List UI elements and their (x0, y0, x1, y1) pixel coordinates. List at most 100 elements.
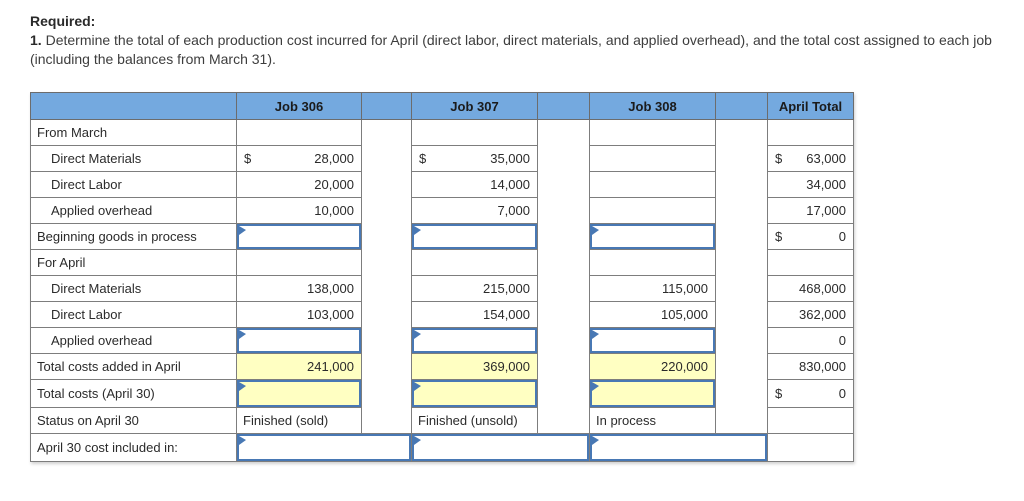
input-total-costs-job307[interactable] (412, 380, 537, 407)
empty-cell (589, 119, 716, 146)
spacer-cell (362, 224, 412, 250)
column-header-job-308: Job 308 (589, 92, 716, 120)
spacer-cell (538, 146, 590, 172)
row-label-beginning-gip: Beginning goods in process (30, 223, 237, 250)
row-for-april: For April (30, 249, 854, 276)
row-march-applied-overhead: Applied overhead 10,000 7,000 17,000 (30, 197, 854, 224)
spacer-cell (362, 172, 412, 198)
row-total-costs-added: Total costs added in April 241,000 369,0… (30, 353, 854, 380)
empty-cell (411, 249, 538, 276)
cell-april-dl-total: 362,000 (767, 301, 854, 328)
cell-march-dl-job306: 20,000 (236, 171, 362, 198)
cell-total-costs-job308 (589, 379, 716, 408)
row-march-direct-materials: Direct Materials $28,000 $35,000 $63,000 (30, 145, 854, 172)
cell-april-dl-job307: 154,000 (411, 301, 538, 328)
spacer-cell (362, 328, 412, 354)
cell-total-added-job308: 220,000 (589, 353, 716, 380)
cell-status-total (767, 407, 854, 434)
cell-value: 0 (838, 386, 846, 401)
cell-value: 35,000 (490, 151, 530, 166)
input-cost-included-job306[interactable] (237, 434, 411, 461)
header-row-label-cell (30, 92, 237, 120)
cell-april-dl-job306: 103,000 (236, 301, 362, 328)
item-number: 1. (30, 32, 42, 48)
spacer-cell (362, 146, 412, 172)
cell-total-added-job307: 369,000 (411, 353, 538, 380)
currency-symbol: $ (419, 151, 427, 166)
cell-april-oh-job308 (589, 327, 716, 354)
spacer-cell (716, 120, 768, 146)
cell-value: 63,000 (806, 151, 846, 166)
spacer-cell (538, 354, 590, 380)
row-april-direct-labor: Direct Labor 103,000 154,000 105,000 362… (30, 301, 854, 328)
cell-cost-included-job308 (589, 433, 768, 462)
row-status-april-30: Status on April 30 Finished (sold) Finis… (30, 407, 854, 434)
row-label-total-costs-added: Total costs added in April (30, 353, 237, 380)
cell-cost-included-total (767, 433, 854, 462)
spacer-cell (538, 224, 590, 250)
currency-symbol: $ (775, 151, 783, 166)
cell-april-oh-job306 (236, 327, 362, 354)
cell-march-oh-job306: 10,000 (236, 197, 362, 224)
cell-total-costs-job306 (236, 379, 362, 408)
cell-april-dm-total: 468,000 (767, 275, 854, 302)
spacer-cell (362, 250, 412, 276)
row-label-march-applied-overhead: Applied overhead (30, 197, 237, 224)
input-cost-included-job307[interactable] (412, 434, 589, 461)
row-label-april-applied-overhead: Applied overhead (30, 327, 237, 354)
empty-cell (767, 249, 854, 276)
row-beginning-goods-in-process: Beginning goods in process $0 (30, 223, 854, 250)
row-label-status-april-30: Status on April 30 (30, 407, 237, 434)
input-april-overhead-job308[interactable] (590, 328, 715, 353)
row-label-april-direct-materials: Direct Materials (30, 275, 237, 302)
input-april-overhead-job306[interactable] (237, 328, 361, 353)
cell-march-dm-job306: $28,000 (236, 145, 362, 172)
row-from-march: From March (30, 119, 854, 146)
spacer-cell (538, 302, 590, 328)
empty-cell (236, 249, 362, 276)
cell-status-job308: In process (589, 407, 716, 434)
input-beginning-gip-job306[interactable] (237, 224, 361, 249)
column-header-job-306: Job 306 (236, 92, 362, 120)
input-cost-included-job308[interactable] (590, 434, 767, 461)
spacer-cell (716, 408, 768, 434)
spacer-cell (716, 276, 768, 302)
spacer-cell (716, 302, 768, 328)
input-beginning-gip-job308[interactable] (590, 224, 715, 249)
spacer-cell (716, 146, 768, 172)
row-april-30-cost-included: April 30 cost included in: (30, 433, 854, 462)
spacer-cell (716, 172, 768, 198)
spacer-cell (716, 354, 768, 380)
required-label: Required: (30, 13, 96, 29)
spacer-cell (538, 120, 590, 146)
spacer-cell (362, 198, 412, 224)
cell-april-dm-job306: 138,000 (236, 275, 362, 302)
row-march-direct-labor: Direct Labor 20,000 14,000 34,000 (30, 171, 854, 198)
spacer-cell (362, 120, 412, 146)
cell-march-dl-job307: 14,000 (411, 171, 538, 198)
row-label-april-30-cost-included: April 30 cost included in: (30, 433, 237, 462)
cell-total-added-total: 830,000 (767, 353, 854, 380)
empty-cell (236, 119, 362, 146)
input-total-costs-job308[interactable] (590, 380, 715, 407)
spacer-cell (362, 354, 412, 380)
spacer-cell (716, 250, 768, 276)
row-label-march-direct-materials: Direct Materials (30, 145, 237, 172)
cell-april-dm-job308: 115,000 (589, 275, 716, 302)
header-spacer-cell (537, 92, 590, 120)
input-beginning-gip-job307[interactable] (412, 224, 537, 249)
instructions: Required: 1. Determine the total of each… (30, 12, 1005, 69)
spacer-cell (716, 328, 768, 354)
cell-total-costs-total: $0 (767, 379, 854, 408)
spacer-cell (538, 250, 590, 276)
cell-beginning-gip-job308 (589, 223, 716, 250)
cell-march-dm-job307: $35,000 (411, 145, 538, 172)
cell-total-added-job306: 241,000 (236, 353, 362, 380)
input-april-overhead-job307[interactable] (412, 328, 537, 353)
input-total-costs-job306[interactable] (237, 380, 361, 407)
spacer-cell (538, 276, 590, 302)
spacer-cell (362, 408, 412, 434)
instruction-text: Determine the total of each production c… (30, 32, 992, 67)
empty-cell (589, 249, 716, 276)
row-april-direct-materials: Direct Materials 138,000 215,000 115,000… (30, 275, 854, 302)
